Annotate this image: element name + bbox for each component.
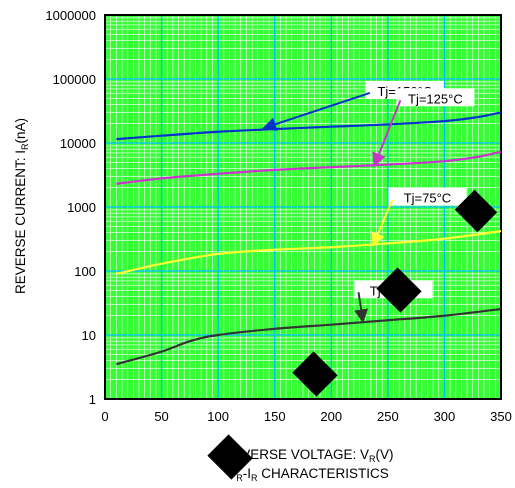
- series-line-2: [116, 150, 502, 185]
- plot-area: [104, 14, 502, 400]
- y-tick-label: 10: [82, 328, 96, 343]
- watermark-mark-3: [376, 267, 422, 313]
- y-tick-label: 10000: [60, 136, 96, 151]
- annotation-arrow: [354, 292, 369, 324]
- watermark-mark-1: [207, 434, 253, 480]
- annotation-arrow: [372, 99, 402, 168]
- annotation-box: [388, 187, 467, 206]
- x-tick-label: 0: [101, 409, 108, 424]
- x-tick-label: 100: [207, 409, 229, 424]
- chart-caption: VR-IR CHARACTERISTICS: [227, 466, 389, 483]
- watermark: [207, 189, 498, 480]
- annotation-arrow: [262, 92, 371, 131]
- x-tick-label: 200: [320, 409, 342, 424]
- x-tick-label: 250: [377, 409, 399, 424]
- x-tick-label: 50: [154, 409, 168, 424]
- watermark-mark-2: [292, 351, 338, 397]
- annotation-label: Tj=125°C: [408, 91, 463, 106]
- y-tick-label: 1: [89, 392, 96, 407]
- y-axis-title: REVERSE CURRENT: IR(nA): [13, 118, 30, 294]
- tick-labels: 0 50 100 150 200 250 300 350 1 10 100 1000 10000 1000…: [45, 8, 511, 424]
- series-group: [116, 111, 502, 366]
- annotation-arrow: [371, 199, 394, 247]
- series-line-3: [116, 230, 502, 276]
- y-tick-label: 1000000: [45, 8, 96, 23]
- plot-border: [104, 14, 502, 400]
- annotation-box: [396, 88, 475, 107]
- x-tick-label: 350: [490, 409, 512, 424]
- watermark-mark-4: [454, 189, 498, 233]
- y-tick-label: 100000: [53, 72, 96, 87]
- x-axis-title: REVERSE VOLTAGE: VR(V): [222, 447, 393, 464]
- annotation-label: Tj=75°C: [404, 191, 451, 206]
- x-tick-label: 150: [264, 409, 286, 424]
- series-line-1: [116, 111, 502, 141]
- x-tick-label: 300: [434, 409, 456, 424]
- y-tick-label: 100: [74, 264, 96, 279]
- y-tick-label: 1000: [67, 200, 96, 215]
- series-line-4: [116, 307, 502, 366]
